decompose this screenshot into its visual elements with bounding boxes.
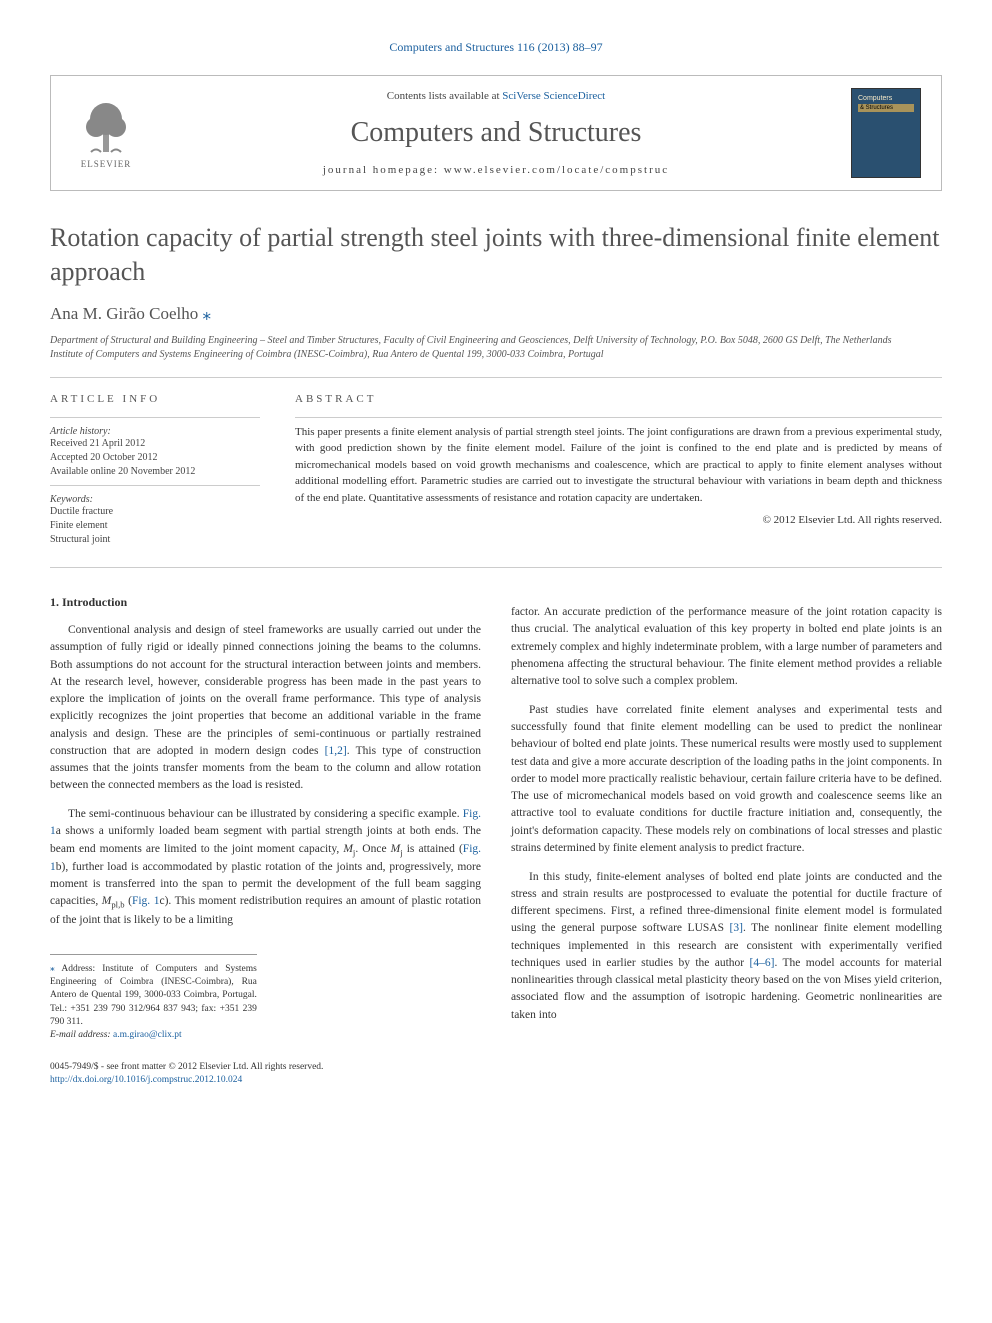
paragraph: Conventional analysis and design of stee… xyxy=(50,622,481,795)
paragraph: factor. An accurate prediction of the pe… xyxy=(511,604,942,690)
contents-available: Contents lists available at SciVerse Sci… xyxy=(141,90,851,102)
cover-title-2: & Structures xyxy=(858,104,914,112)
contents-link[interactable]: SciVerse ScienceDirect xyxy=(502,90,605,102)
reference-link[interactable]: [4–6] xyxy=(750,957,775,969)
homepage-url[interactable]: www.elsevier.com/locate/compstruc xyxy=(444,164,669,176)
keywords-label: Keywords: xyxy=(50,494,260,505)
keyword: Structural joint xyxy=(50,533,260,547)
reference-link[interactable]: [3] xyxy=(730,922,743,934)
journal-header-box: ELSEVIER Contents lists available at Sci… xyxy=(50,75,942,191)
citation-header[interactable]: Computers and Structures 116 (2013) 88–9… xyxy=(50,40,942,55)
received-date: Received 21 April 2012 xyxy=(50,437,260,451)
email-label: E-mail address: xyxy=(50,1030,113,1040)
keyword: Finite element xyxy=(50,519,260,533)
paragraph: In this study, finite-element analyses o… xyxy=(511,869,942,1024)
affiliation-2: Institute of Computers and Systems Engin… xyxy=(50,348,942,362)
journal-homepage: journal homepage: www.elsevier.com/locat… xyxy=(141,164,851,176)
reference-link[interactable]: [1,2] xyxy=(325,745,347,757)
article-title: Rotation capacity of partial strength st… xyxy=(50,221,942,289)
body-columns: 1. Introduction Conventional analysis an… xyxy=(50,593,942,1043)
info-divider xyxy=(50,485,260,486)
figure-link[interactable]: Fig. 1 xyxy=(132,895,160,907)
issn-line: 0045-7949/$ - see front matter © 2012 El… xyxy=(50,1061,942,1074)
elsevier-tree-icon xyxy=(76,97,136,157)
divider xyxy=(50,377,942,378)
section-1-title: 1. Introduction xyxy=(50,593,481,611)
bottom-bar: 0045-7949/$ - see front matter © 2012 El… xyxy=(50,1061,942,1088)
article-info-column: ARTICLE INFO Article history: Received 2… xyxy=(50,393,260,547)
cover-title-1: Computers xyxy=(858,95,914,102)
paragraph: The semi-continuous behaviour can be ill… xyxy=(50,806,481,929)
email-link[interactable]: a.m.girao@clix.pt xyxy=(113,1030,182,1040)
publisher-name: ELSEVIER xyxy=(81,159,132,169)
journal-cover-thumb: Computers & Structures xyxy=(851,88,921,178)
elsevier-logo: ELSEVIER xyxy=(71,93,141,173)
author-name: Ana M. Girão Coelho ⁎ xyxy=(50,304,942,324)
info-divider xyxy=(50,417,260,418)
homepage-prefix: journal homepage: xyxy=(323,164,444,176)
accepted-date: Accepted 20 October 2012 xyxy=(50,451,260,465)
journal-name: Computers and Structures xyxy=(141,117,851,149)
author-text: Ana M. Girão Coelho xyxy=(50,304,198,323)
corresponding-footnote: ⁎ Address: Institute of Computers and Sy… xyxy=(50,963,257,1029)
abstract-divider xyxy=(295,417,942,418)
footnotes: ⁎ Address: Institute of Computers and Sy… xyxy=(50,954,257,1043)
keyword: Ductile fracture xyxy=(50,505,260,519)
email-footnote: E-mail address: a.m.girao@clix.pt xyxy=(50,1029,257,1042)
abstract-column: ABSTRACT This paper presents a finite el… xyxy=(295,393,942,547)
corresponding-author-link[interactable]: ⁎ xyxy=(203,304,212,323)
history-label: Article history: xyxy=(50,426,260,437)
copyright-text: © 2012 Elsevier Ltd. All rights reserved… xyxy=(295,514,942,526)
abstract-heading: ABSTRACT xyxy=(295,393,942,405)
online-date: Available online 20 November 2012 xyxy=(50,465,260,479)
affiliations: Department of Structural and Building En… xyxy=(50,334,942,362)
left-column: 1. Introduction Conventional analysis an… xyxy=(50,593,481,1043)
divider xyxy=(50,567,942,568)
right-column: factor. An accurate prediction of the pe… xyxy=(511,593,942,1043)
paragraph: Past studies have correlated finite elem… xyxy=(511,702,942,857)
header-center: Contents lists available at SciVerse Sci… xyxy=(141,90,851,176)
contents-prefix: Contents lists available at xyxy=(387,90,502,102)
affiliation-1: Department of Structural and Building En… xyxy=(50,334,942,348)
article-info-heading: ARTICLE INFO xyxy=(50,393,260,405)
doi-link[interactable]: http://dx.doi.org/10.1016/j.compstruc.20… xyxy=(50,1075,242,1085)
abstract-text: This paper presents a finite element ana… xyxy=(295,424,942,507)
